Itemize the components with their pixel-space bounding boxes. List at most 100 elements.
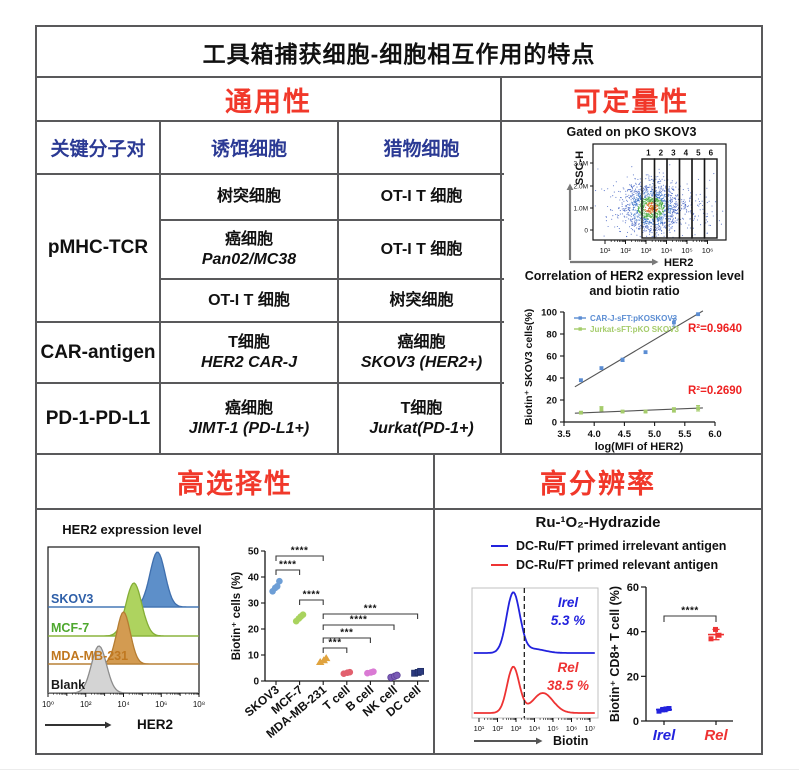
svg-text:Biotin⁺ SKOV3 cells(%): Biotin⁺ SKOV3 cells(%) xyxy=(523,309,535,425)
svg-text:MDA-MB-231: MDA-MB-231 xyxy=(51,649,128,663)
svg-text:R²=0.2690: R²=0.2690 xyxy=(688,385,742,397)
bait-cell-row1: 树突细胞 xyxy=(159,173,339,221)
selectivity-panel: SKOV3 MCF-7 MDA-MB-231 Blank 10⁰ 10² 10⁴ 10⁶ 10⁸… xyxy=(37,510,435,753)
svg-text:6: 6 xyxy=(709,149,714,158)
legend-item-relevant: DC-Ru/FT primed relevant antigen xyxy=(491,555,726,574)
svg-text:80: 80 xyxy=(546,329,557,340)
svg-text:10²: 10² xyxy=(492,724,503,733)
svg-text:10⁶: 10⁶ xyxy=(566,724,577,733)
svg-text:5.0: 5.0 xyxy=(648,429,661,440)
resolution-header-cell: 高分辨率 xyxy=(435,455,761,508)
svg-text:10³: 10³ xyxy=(511,724,522,733)
svg-text:3: 3 xyxy=(671,149,676,158)
svg-text:10⁴: 10⁴ xyxy=(661,246,673,255)
svg-text:10: 10 xyxy=(248,650,260,661)
svg-text:MCF-7: MCF-7 xyxy=(51,621,89,635)
section-header-row-top: 通用性 可定量性 xyxy=(37,78,761,122)
table-header-pair: 关键分子对 xyxy=(37,122,161,175)
svg-text:****: **** xyxy=(279,560,297,571)
bait-cell-row2: 癌细胞 Pan02/MC38 xyxy=(159,219,339,280)
svg-text:10²: 10² xyxy=(80,700,92,709)
red-line-swatch xyxy=(491,563,508,566)
svg-text:10¹: 10¹ xyxy=(474,724,485,733)
pair-pd1-pdl1: PD-1-PD-L1 xyxy=(37,382,161,453)
svg-text:1: 1 xyxy=(646,149,651,158)
svg-text:Irel: Irel xyxy=(558,595,579,610)
svg-text:5: 5 xyxy=(696,149,701,158)
probe-title: Ru-¹O₂-Hydrazide xyxy=(535,514,661,531)
svg-text:SKOV3: SKOV3 xyxy=(51,592,93,606)
figure-frame: 工具箱捕获细胞-细胞相互作用的特点 通用性 可定量性 关键分子对 诱饵细胞 猎物… xyxy=(35,25,763,755)
prey-cell-row1: OT-I T 细胞 xyxy=(337,173,504,221)
svg-text:10⁶: 10⁶ xyxy=(155,700,167,709)
svg-text:60: 60 xyxy=(627,582,639,594)
svg-text:0: 0 xyxy=(552,417,557,428)
svg-text:SSC-H: SSC-H xyxy=(574,151,586,185)
prey-cell-row5: T细胞 Jurkat(PD-1+) xyxy=(337,382,504,453)
svg-text:log(MFI of HER2): log(MFI of HER2) xyxy=(595,441,684,453)
legend-item-irrelevant: DC-Ru/FT primed irrelevant antigen xyxy=(491,536,726,555)
resolution-header: 高分辨率 xyxy=(540,469,656,499)
svg-text:Blank: Blank xyxy=(51,678,85,692)
svg-text:CAR-J-sFT:pKOSKOV3: CAR-J-sFT:pKOSKOV3 xyxy=(590,314,678,323)
selectivity-charts: SKOV3 MCF-7 MDA-MB-231 Blank 10⁰ 10² 10⁴ 10⁶ 10⁸… xyxy=(42,546,429,741)
svg-text:10²: 10² xyxy=(620,246,631,255)
table-header-prey: 猎物细胞 xyxy=(337,122,504,175)
svg-text:4.0: 4.0 xyxy=(588,429,601,440)
blue-line-swatch xyxy=(491,544,508,547)
quantifiability-header: 可定量性 xyxy=(573,86,690,117)
svg-text:10³: 10³ xyxy=(641,246,652,255)
svg-text:50: 50 xyxy=(248,546,260,557)
pair-car-antigen: CAR-antigen xyxy=(37,321,161,384)
page-edge-line xyxy=(0,769,799,770)
section-header-row-bottom: 高选择性 高分辨率 xyxy=(37,455,761,510)
svg-text:30: 30 xyxy=(248,598,260,609)
figure-title: 工具箱捕获细胞-细胞相互作用的特点 xyxy=(202,40,596,67)
prey-cell-row3: 树突细胞 xyxy=(337,278,504,323)
svg-text:6.0: 6.0 xyxy=(708,429,721,440)
svg-text:Biotin⁺ CD8+ T cell (%): Biotin⁺ CD8+ T cell (%) xyxy=(608,586,622,722)
universality-header-cell: 通用性 xyxy=(37,78,502,120)
middle-row: 关键分子对 诱饵细胞 猎物细胞 pMHC-TCR 树突细胞 OT-I T 细胞 … xyxy=(37,122,761,455)
svg-text:10¹: 10¹ xyxy=(600,246,611,255)
svg-text:4.5: 4.5 xyxy=(618,429,632,440)
quantifiability-panel: Gated on pKO SKOV3 3.0M 2.0M 1.0M 0 10¹ 10² 10… xyxy=(502,122,761,453)
correlation-plot: 0 20 40 60 80 100 3.5 4.0 4.5 5.0 5.5 6.0 Biotin⁺ SK… xyxy=(523,307,742,453)
svg-text:10⁸: 10⁸ xyxy=(193,700,205,709)
svg-text:3.0M: 3.0M xyxy=(574,160,588,167)
svg-text:10⁴: 10⁴ xyxy=(117,700,130,709)
bait-cell-row5: 癌细胞 JIMT-1 (PD-L1+) xyxy=(159,382,339,453)
svg-text:***: *** xyxy=(364,604,377,615)
svg-text:Biotin⁺ cells (%): Biotin⁺ cells (%) xyxy=(231,572,243,661)
svg-text:40: 40 xyxy=(627,627,639,639)
svg-text:100: 100 xyxy=(541,307,557,318)
svg-text:20: 20 xyxy=(546,395,557,406)
flow-plot-title: Gated on pKO SKOV3 xyxy=(566,125,697,139)
title-row: 工具箱捕获细胞-细胞相互作用的特点 xyxy=(37,27,761,78)
svg-text:60: 60 xyxy=(546,351,557,362)
table-header-bait: 诱饵细胞 xyxy=(159,122,339,175)
universality-table: 关键分子对 诱饵细胞 猎物细胞 pMHC-TCR 树突细胞 OT-I T 细胞 … xyxy=(37,122,504,453)
svg-text:20: 20 xyxy=(627,671,639,683)
prey-cell-row2: OT-I T 细胞 xyxy=(337,219,504,280)
svg-text:5.5: 5.5 xyxy=(678,429,692,440)
svg-text:10⁷: 10⁷ xyxy=(584,724,595,733)
svg-text:Irel: Irel xyxy=(653,727,676,744)
selectivity-header: 高选择性 xyxy=(177,469,293,499)
svg-text:2.0M: 2.0M xyxy=(574,183,588,190)
resolution-legend: DC-Ru/FT primed irrelevant antigen DC-Ru… xyxy=(491,536,726,574)
svg-text:Biotin: Biotin xyxy=(553,734,588,748)
svg-text:10⁰: 10⁰ xyxy=(42,700,54,709)
svg-text:20: 20 xyxy=(248,624,260,635)
svg-text:Rel: Rel xyxy=(704,727,728,744)
svg-text:HER2: HER2 xyxy=(137,717,173,732)
svg-text:HER2: HER2 xyxy=(664,257,693,269)
prey-cell-row4: 癌细胞 SKOV3 (HER2+) xyxy=(337,321,504,384)
her2-histogram-title: HER2 expression level xyxy=(62,522,202,537)
svg-text:2: 2 xyxy=(659,149,664,158)
svg-text:***: *** xyxy=(340,628,353,639)
svg-text:****: **** xyxy=(350,615,368,626)
selectivity-header-cell: 高选择性 xyxy=(37,455,435,508)
